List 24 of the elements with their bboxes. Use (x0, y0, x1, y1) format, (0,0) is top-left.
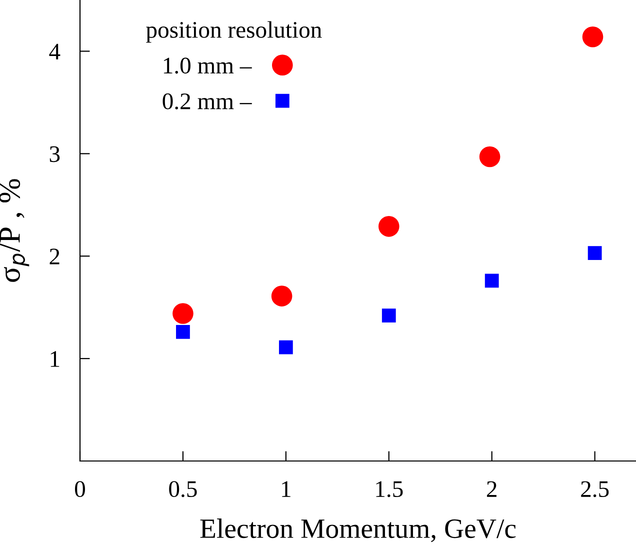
legend-title: position resolution (146, 21, 322, 43)
point (582, 26, 604, 48)
x-axis-title: Electron Momentum, GeV/c (200, 518, 516, 542)
x-tick-label: 2 (486, 481, 496, 497)
legend-label: 1.0 mm – (164, 58, 252, 74)
point (484, 274, 499, 288)
y-tick-label: 3 (50, 146, 60, 162)
point (172, 303, 194, 324)
x-tick-label: 2.5 (581, 481, 609, 498)
point (378, 216, 400, 237)
legend-label: 0.2 mm – (162, 93, 252, 110)
point (588, 246, 602, 260)
point (271, 286, 292, 306)
x-tick-label: 1.5 (376, 481, 403, 498)
x-tick-label: 0.5 (169, 481, 197, 498)
point (479, 146, 500, 168)
point (382, 308, 396, 322)
point (176, 324, 190, 339)
x-tick-label: 1 (282, 481, 290, 497)
point (278, 340, 293, 354)
x-tick-label: 0 (74, 481, 86, 498)
y-tick-label: 4 (49, 44, 60, 60)
y-tick-label: 1 (50, 351, 60, 367)
y-tick-label: 2 (50, 248, 60, 264)
